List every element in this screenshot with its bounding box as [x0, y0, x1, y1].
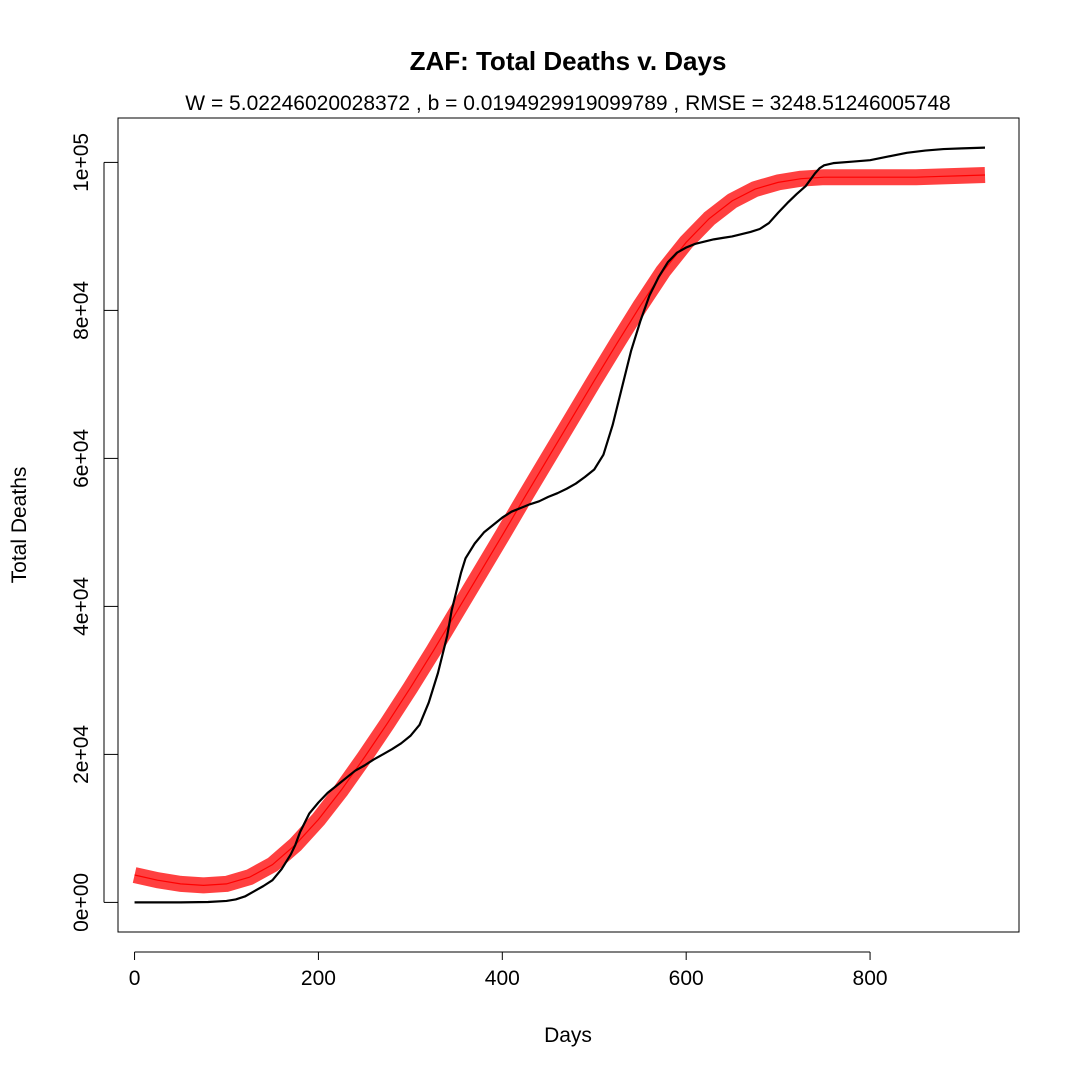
y-tick-label: 6e+04	[70, 429, 93, 488]
y-tick-label: 1e+05	[70, 133, 93, 192]
x-tick-label: 600	[669, 967, 704, 990]
y-tick-label: 2e+04	[70, 725, 93, 784]
x-axis-label: Days	[544, 1024, 592, 1047]
x-axis: 0 200 400 600 800	[129, 951, 888, 990]
series-layer	[132, 146, 986, 904]
fit-series-line	[134, 174, 985, 886]
y-axis-label: Total Deaths	[8, 467, 31, 584]
x-tick-label: 200	[301, 967, 336, 990]
chart-subtitle: W = 5.02246020028372 , b = 0.01949299190…	[185, 92, 950, 115]
plot-frame	[117, 117, 1020, 933]
y-axis: 0e+00 2e+04 4e+04 6e+04 8e+04 1e+05	[70, 133, 118, 932]
y-tick-label: 0e+00	[70, 873, 93, 932]
x-tick-label: 0	[129, 967, 141, 990]
x-tick-label: 400	[485, 967, 520, 990]
chart-title: ZAF: Total Deaths v. Days	[410, 46, 727, 76]
actual-series-line	[134, 146, 986, 904]
fit-series-band	[132, 166, 986, 894]
y-tick-label: 4e+04	[70, 577, 93, 636]
x-tick-label: 800	[853, 967, 888, 990]
y-tick-label: 8e+04	[70, 281, 93, 340]
